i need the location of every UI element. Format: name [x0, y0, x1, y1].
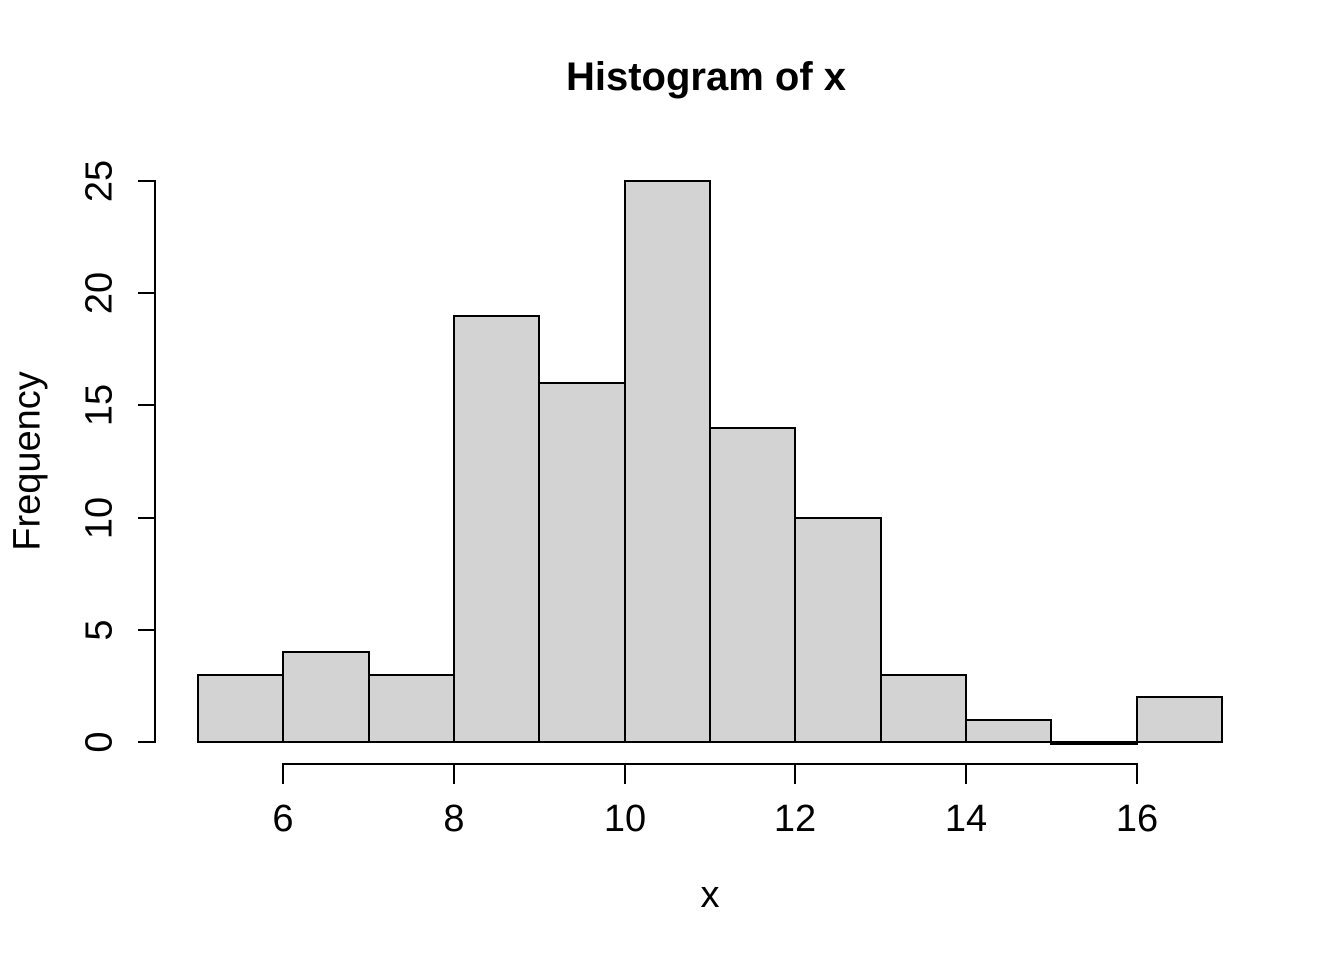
x-tick-label: 6	[272, 798, 294, 840]
histogram-bar	[624, 180, 711, 743]
histogram-bar	[453, 315, 540, 743]
y-tick-label: 5	[78, 619, 121, 641]
x-axis-tick	[453, 765, 455, 784]
y-axis-tick	[138, 629, 154, 631]
y-tick-label: 15	[78, 383, 121, 427]
histogram-bar	[282, 651, 370, 743]
y-tick-label: 10	[78, 496, 121, 540]
y-tick-label: 20	[78, 271, 121, 315]
y-axis-tick	[138, 292, 154, 294]
x-axis-tick	[624, 765, 626, 784]
y-axis-tick	[138, 180, 154, 182]
chart-title: Histogram of x	[565, 55, 847, 99]
histogram-bar	[1136, 696, 1223, 743]
histogram-bar	[538, 382, 626, 743]
y-tick-label: 25	[78, 159, 121, 203]
y-axis-tick	[138, 741, 154, 743]
histogram-bar	[709, 427, 796, 743]
y-axis-tick	[138, 517, 154, 519]
histogram-bar	[794, 517, 882, 743]
y-axis-label: Frequency	[6, 371, 49, 551]
x-tick-label: 12	[773, 798, 817, 840]
histogram-bar	[197, 674, 284, 743]
x-axis-tick	[794, 765, 796, 784]
x-axis-line	[282, 763, 1138, 765]
histogram-bar	[965, 719, 1052, 743]
x-tick-label: 10	[603, 798, 647, 840]
x-axis-tick	[965, 765, 967, 784]
y-axis-line	[154, 180, 156, 743]
x-axis-tick	[1136, 765, 1138, 784]
y-tick-label: 0	[78, 731, 121, 753]
y-axis-tick	[138, 404, 154, 406]
histogram-bar	[368, 674, 455, 743]
histogram-bar	[880, 674, 967, 743]
x-axis-label: x	[700, 874, 720, 916]
x-axis-tick	[282, 765, 284, 784]
x-tick-label: 16	[1115, 798, 1159, 840]
x-tick-label: 14	[944, 798, 988, 840]
x-tick-label: 8	[443, 798, 465, 840]
histogram-bar	[1050, 741, 1138, 745]
